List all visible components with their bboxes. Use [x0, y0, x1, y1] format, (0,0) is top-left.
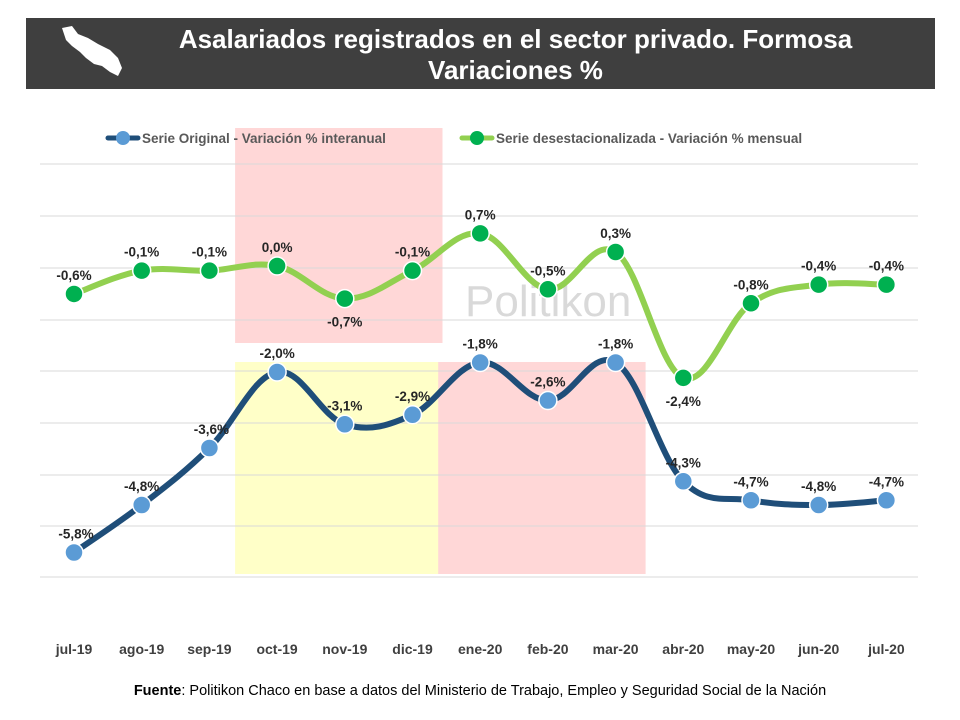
point-desestacionalizada — [538, 279, 558, 300]
data-label-desestacionalizada: -0,6% — [56, 268, 91, 283]
data-label-desestacionalizada: -0,5% — [530, 263, 565, 278]
point-desestacionalizada — [131, 260, 152, 281]
legend-label-1: Serie desestacionalizada - Variación % m… — [496, 131, 802, 146]
point-desestacionalizada — [402, 260, 423, 281]
point-desestacionalizada — [335, 288, 355, 309]
point-original — [402, 405, 423, 425]
source-note: Fuente: Politikon Chaco en base a datos … — [0, 683, 960, 699]
data-label-original: -2,0% — [259, 346, 294, 361]
point-original — [876, 490, 897, 510]
chart-header: Asalariados registrados en el sector pri… — [26, 18, 935, 89]
x-tick-label: jun-20 — [797, 641, 839, 657]
x-tick-label: may-20 — [727, 641, 775, 657]
data-label-desestacionalizada: 0,3% — [600, 226, 631, 241]
series-points — [64, 223, 897, 563]
point-original — [538, 390, 558, 411]
data-label-original: -1,8% — [598, 337, 633, 352]
point-original — [470, 352, 490, 373]
point-desestacionalizada — [741, 293, 761, 314]
point-desestacionalizada — [605, 242, 626, 262]
data-label-desestacionalizada: -0,7% — [327, 315, 362, 330]
data-label-original: -1,8% — [463, 337, 498, 352]
point-original — [64, 542, 84, 563]
x-tick-label: mar-20 — [593, 641, 639, 657]
data-label-desestacionalizada: -0,4% — [869, 259, 904, 274]
x-tick-label: feb-20 — [527, 641, 568, 657]
shaded-period-1 — [235, 362, 443, 574]
data-labels: -0,6% -0,1% -0,1% 0,0% -0,7% -0,1% 0,7% -0,5% 0,… — [56, 207, 904, 541]
point-original — [267, 362, 287, 382]
point-original — [131, 495, 152, 515]
legend: Serie Original - Variación % interanual S… — [105, 131, 802, 146]
data-label-original: -4,8% — [801, 479, 836, 494]
x-axis-ticks: jul-19 ago-19 sep-19 oct-19 nov-19 dic-19 ene-… — [55, 641, 905, 657]
data-label-original: -3,1% — [327, 398, 362, 413]
x-tick-label: ago-19 — [119, 641, 164, 657]
point-desestacionalizada — [876, 274, 897, 295]
x-tick-label: dic-19 — [392, 641, 433, 657]
data-label-desestacionalizada: -2,4% — [666, 394, 701, 409]
data-label-original: -5,8% — [58, 527, 93, 542]
data-label-desestacionalizada: -0,1% — [124, 245, 159, 260]
formosa-map-icon — [62, 26, 122, 76]
x-tick-label: oct-19 — [256, 641, 297, 657]
data-label-original: -2,9% — [395, 389, 430, 404]
legend-marker-1 — [470, 131, 484, 145]
data-label-original: -4,8% — [124, 479, 159, 494]
data-label-desestacionalizada: 0,0% — [262, 240, 293, 255]
data-label-desestacionalizada: -0,1% — [192, 245, 227, 260]
line-chart: Politikon Serie Original - Variación % i… — [40, 128, 918, 657]
point-original — [808, 495, 829, 515]
title-line-2: Variaciones % — [428, 55, 603, 85]
x-tick-label: sep-19 — [187, 641, 232, 657]
x-tick-label: ene-20 — [458, 641, 503, 657]
x-tick-label: nov-19 — [322, 641, 367, 657]
x-tick-label: abr-20 — [662, 641, 704, 657]
source-label: Fuente — [133, 683, 182, 699]
point-desestacionalizada — [64, 284, 84, 304]
chart-title: Asalariados registrados en el sector pri… — [116, 24, 915, 86]
data-label-desestacionalizada: 0,7% — [465, 207, 496, 222]
data-label-original: -4,7% — [869, 474, 904, 489]
point-original — [673, 471, 694, 491]
source-text: : Politikon Chaco en base a datos del Mi… — [181, 683, 827, 699]
point-original — [199, 438, 220, 458]
point-original — [335, 414, 355, 434]
data-label-original: -4,3% — [666, 455, 701, 470]
legend-label-0: Serie Original - Variación % interanual — [142, 131, 386, 146]
data-label-desestacionalizada: -0,8% — [733, 277, 768, 292]
point-original — [741, 490, 761, 510]
data-label-original: -4,7% — [733, 474, 768, 489]
data-label-original: -2,6% — [530, 375, 565, 390]
data-label-original: -3,6% — [194, 422, 229, 437]
point-original — [605, 352, 626, 373]
data-label-desestacionalizada: -0,4% — [801, 259, 836, 274]
x-tick-label: jul-20 — [867, 641, 905, 657]
point-desestacionalizada — [470, 223, 490, 244]
title-line-1: Asalariados registrados en el sector pri… — [178, 24, 853, 54]
x-tick-label: jul-19 — [55, 641, 93, 657]
point-desestacionalizada — [199, 260, 220, 281]
point-desestacionalizada — [808, 274, 829, 295]
data-label-desestacionalizada: -0,1% — [395, 245, 430, 260]
shaded-period-0 — [235, 128, 443, 343]
point-desestacionalizada — [673, 368, 694, 388]
legend-marker-0 — [116, 131, 130, 145]
shaded-periods — [235, 128, 646, 574]
point-desestacionalizada — [267, 256, 287, 276]
